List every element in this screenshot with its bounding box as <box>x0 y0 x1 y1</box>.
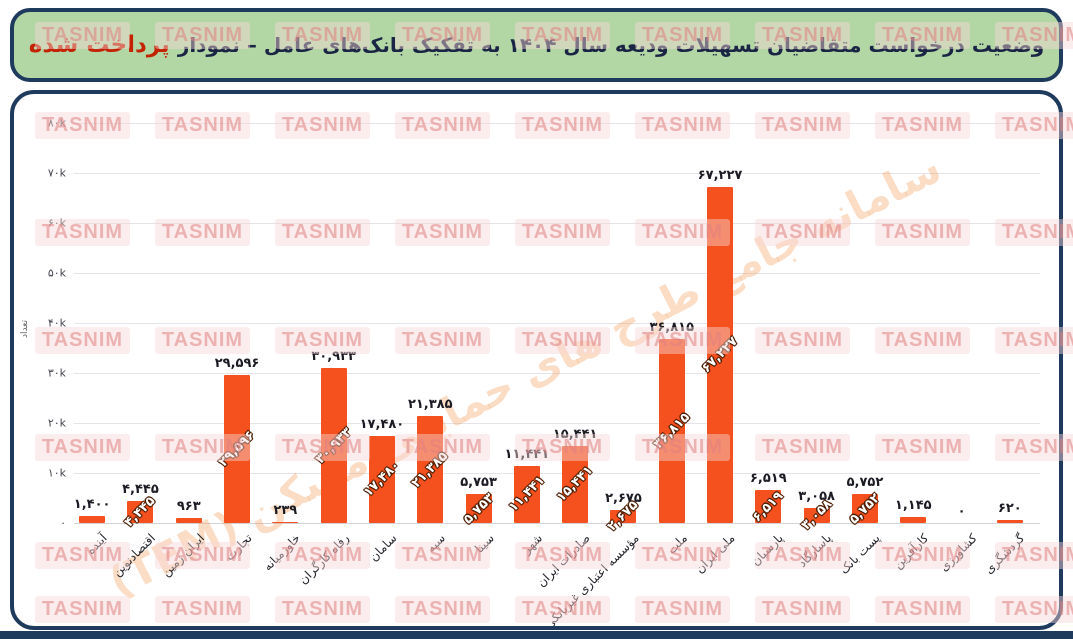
bar-value-label: ۶۷,۲۲۷ <box>697 167 743 183</box>
bar-مؤسسه اعتباری غیربانکی ملل <box>610 509 637 523</box>
bar-خاورمیانه <box>272 521 299 523</box>
x-category-label: رفاه کارگران <box>295 531 352 587</box>
y-tick-label: ۴۰k <box>47 316 66 330</box>
bar-value-label: ۲۹,۵۹۶ <box>214 356 260 372</box>
y-tick-label: ۰ <box>60 516 66 530</box>
gridline <box>74 423 1040 424</box>
bar-value-label: ۴,۴۴۵ <box>122 481 159 497</box>
bar-value-label: ۶,۵۱۹ <box>750 471 787 487</box>
bar-کارآفرین <box>900 517 927 523</box>
gridline <box>74 173 1040 174</box>
bar-inside-value-label: ۴,۴۴۵ <box>122 493 159 531</box>
bar-صادرات ایران <box>562 445 589 523</box>
bar-سامان <box>368 435 395 523</box>
bar-value-label: ۵,۷۵۳ <box>460 475 497 491</box>
x-category-label: ایران زمین <box>158 531 207 580</box>
bar-value-label: ۳,۰۵۸ <box>798 488 835 504</box>
bar-value-label: ۲۳۹ <box>273 502 298 518</box>
bar-تجارت <box>224 375 251 523</box>
bar-value-label: ۲,۶۷۵ <box>605 490 642 506</box>
x-category-label: سپه <box>424 531 449 556</box>
x-category-label: تجارت <box>222 531 255 564</box>
bottom-border-strip <box>0 631 1073 639</box>
x-category-label: آینده <box>83 531 111 558</box>
y-tick-label: ۳۰k <box>47 366 66 380</box>
gridline <box>74 223 1040 224</box>
chart-title-banner: وضعیت درخواست متقاضیان تسهیلات ودیعه سال… <box>10 8 1063 82</box>
y-tick-label: ۵۰k <box>47 266 66 280</box>
y-tick-label: ۱۰k <box>47 466 66 480</box>
gridline <box>74 373 1040 374</box>
bar-value-label: ۱,۱۴۵ <box>894 498 932 514</box>
bar-گردشگری <box>996 519 1023 523</box>
y-tick-label: ۷۰k <box>47 166 66 180</box>
bar-value-label: ۵,۷۵۲ <box>846 475 884 491</box>
bar-value-label: ۳۶,۸۱۵ <box>649 319 695 335</box>
y-tick-label: ۸۰k <box>47 116 66 130</box>
bar-آینده <box>79 516 106 523</box>
bar-value-label: ۶۲۰ <box>997 500 1022 516</box>
bar-ملی ایران <box>707 186 734 523</box>
x-category-label: اقتصادنوین <box>110 531 159 580</box>
x-category-label: کشاورزی <box>936 531 980 575</box>
bar-سپه <box>417 416 444 523</box>
gridline <box>74 123 1040 124</box>
bar-پاسارگاد <box>803 507 830 523</box>
x-category-label: شهر <box>519 531 545 557</box>
bar-پارسیان <box>755 490 782 523</box>
bar-value-label: ۹۶۳ <box>176 499 201 515</box>
y-tick-label: ۶۰k <box>47 216 66 230</box>
bar-اقتصادنوین <box>127 500 154 523</box>
bar-value-label: ۱,۴۰۰ <box>73 497 111 512</box>
x-category-label: سامان <box>366 531 400 564</box>
chart-title: وضعیت درخواست متقاضیان تسهیلات ودیعه سال… <box>177 33 1045 57</box>
bar-value-label: ۰ <box>957 504 966 519</box>
bar-value-label: ۳۰,۹۳۳ <box>311 349 356 365</box>
gridline <box>74 523 1040 524</box>
x-category-label: پست بانک <box>837 531 883 577</box>
y-axis-title: تعداد <box>20 319 31 339</box>
bar-پست بانک <box>851 494 878 523</box>
bar-رفاه کارگران <box>320 368 347 523</box>
bar-شهر <box>513 465 540 523</box>
x-category-label: ملت <box>664 531 690 557</box>
y-tick-label: ۲۰k <box>47 416 66 430</box>
bar-ایران زمین <box>175 518 202 523</box>
bar-value-label: ۱۷,۴۸۰ <box>359 416 405 432</box>
bar-value-label: ۲۱,۳۸۵ <box>407 397 453 413</box>
gridline <box>74 473 1040 474</box>
gridline <box>74 323 1040 324</box>
x-category-label: پارسیان <box>748 531 787 569</box>
x-category-label: گردشگری <box>982 531 1028 577</box>
gridline <box>74 273 1040 274</box>
x-category-label: خاورمیانه <box>260 531 304 574</box>
chart-panel: ۸۰k ۷۰k ۶۰k ۵۰k ۴۰k ۳۰k ۲۰k ۱۰k ۰ تعداد سامانه ج… <box>10 90 1063 630</box>
bar-ملت <box>658 338 685 523</box>
x-category-label: کارآفرین <box>890 531 932 572</box>
x-category-label: سینا <box>471 531 497 556</box>
x-category-label: پاسارگاد <box>795 531 835 571</box>
x-category-label: ملی ایران <box>692 531 738 577</box>
bar-value-label: ۱۱,۴۴۱ <box>504 446 550 462</box>
bar-سینا <box>465 494 492 523</box>
bar-value-label: ۱۵,۴۴۱ <box>552 426 598 442</box>
chart-title-highlight: پرداخت شده <box>28 32 170 58</box>
